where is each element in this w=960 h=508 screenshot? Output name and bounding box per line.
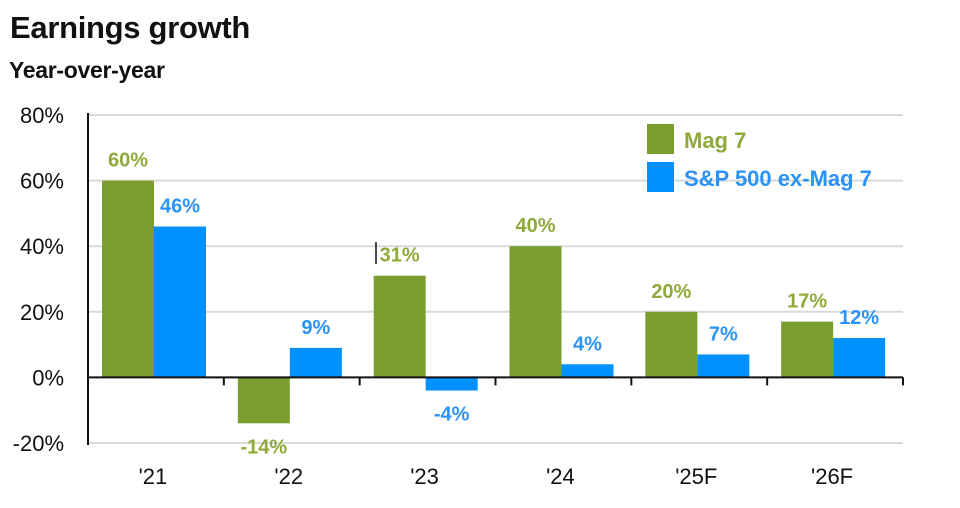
y-tick-label: 60%: [20, 169, 64, 194]
sp500-ex-mag7-bar: [833, 338, 886, 378]
x-axis-tick-labels: '21 '22 '23 '24 '25F '26F: [139, 464, 854, 489]
mag7-bar: [102, 180, 154, 378]
x-tick-label: '23: [410, 464, 439, 489]
axes: [87, 113, 904, 445]
sp500-ex-mag7-data-label: 9%: [301, 317, 330, 339]
legend: Mag 7 S&P 500 ex-Mag 7: [647, 124, 872, 192]
sp500-ex-mag7-bar: [697, 354, 750, 378]
x-tick-label: '25F: [675, 464, 717, 489]
y-axis-tick-labels: 80% 60% 40% 20% 0% -20%: [13, 103, 64, 456]
mag7-data-label: 60%: [108, 150, 148, 172]
gridlines: [88, 114, 903, 444]
sp500-ex-mag7-data-label: 12%: [839, 307, 879, 329]
legend-swatch-mag7: [647, 124, 674, 154]
mag7-bar: [237, 377, 290, 424]
y-tick-label: 80%: [20, 103, 64, 128]
sp500-ex-mag7-data-label: 4%: [573, 333, 602, 355]
data-labels: 60% 46% -14% 9% 31% -4% 40% 4% 20% 7% 17% 12%: [108, 150, 879, 459]
sp500-ex-mag7-bar: [425, 377, 478, 391]
legend-label-sp500-ex-mag7: S&P 500 ex-Mag 7: [684, 166, 872, 191]
y-tick-label: 20%: [20, 300, 64, 325]
legend-label-mag7: Mag 7: [684, 128, 746, 153]
x-tick-label: '21: [139, 464, 168, 489]
chart-title: Earnings growth: [10, 10, 251, 45]
mag7-data-label: 31%: [380, 245, 420, 267]
sp500-ex-mag7-data-label: 46%: [160, 196, 200, 218]
sp500-ex-mag7-bar: [561, 364, 614, 378]
sp500-ex-mag7-data-label: -4%: [434, 404, 470, 426]
mag7-bar: [373, 275, 426, 378]
mag7-bar: [645, 311, 698, 378]
chart-subtitle: Year-over-year: [9, 57, 165, 83]
sp500-ex-mag7-data-label: 7%: [709, 323, 738, 345]
mag7-data-label: 20%: [651, 281, 691, 303]
sp500-ex-mag7-bar: [154, 226, 206, 378]
sp500-ex-mag7-bar: [289, 347, 342, 378]
y-tick-label: 40%: [20, 234, 64, 259]
mag7-data-label: 17%: [787, 291, 827, 313]
mag7-bar: [509, 246, 562, 378]
legend-swatch-sp500-ex-mag7: [647, 162, 674, 192]
y-tick-label: -20%: [13, 431, 64, 456]
mag7-data-label: -14%: [240, 436, 287, 458]
x-tick-label: '26F: [811, 464, 853, 489]
y-tick-label: 0%: [32, 365, 64, 390]
x-tick-label: '22: [274, 464, 303, 489]
x-tick-label: '24: [546, 464, 575, 489]
bars: [102, 180, 886, 424]
mag7-bar: [781, 321, 834, 378]
mag7-data-label: 40%: [515, 215, 555, 237]
